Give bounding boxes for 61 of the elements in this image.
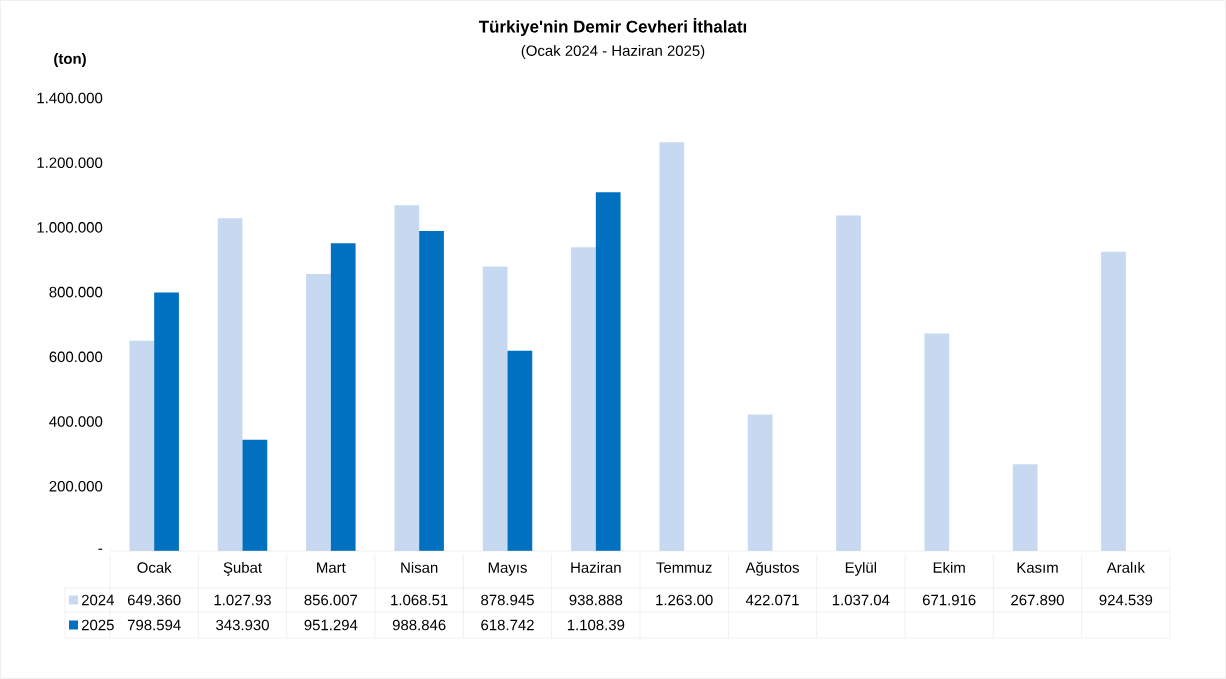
y-tick-label: - [98,548,103,550]
data-label: 649.360 [127,594,181,606]
y-tick-label: 1.400.000 [37,92,103,104]
legend-label: 2024 [81,594,115,606]
x-tick-label: Ocak [137,561,172,573]
bar [571,247,596,551]
bar [394,205,420,551]
data-label: 856.007 [304,594,358,606]
data-label: 988.846 [392,619,446,631]
bar [659,142,685,551]
data-label: 1.027.93 [214,594,271,606]
bar [595,192,621,551]
bar [330,243,356,551]
legend-label: 2025 [81,619,114,631]
bar [1012,464,1038,551]
bar [747,414,773,551]
x-tick-label: Eylül [845,561,877,576]
chart-subtitle: (Ocak 2024 - Haziran 2025) [521,45,705,59]
x-tick-label: Ekim [933,561,965,573]
y-axis-title: (ton) [54,53,86,67]
bar [507,350,533,551]
data-label: 343.930 [216,619,269,631]
y-tick-label: 400.000 [49,416,103,427]
x-tick-label: Şubat [223,561,262,576]
data-label: 671.916 [922,594,976,606]
y-tick-label: 1.200.000 [37,157,103,168]
x-tick-label: Mayıs [488,562,527,576]
data-label: 1.037.04 [832,594,890,606]
x-tick-label: Aralık [1106,561,1145,573]
data-label: 798.594 [127,619,181,631]
data-label: 1.108.39 [567,619,625,631]
bar [419,231,444,551]
bar [836,215,861,551]
bar [129,340,155,551]
bar [306,274,331,551]
data-label: 878.945 [481,594,534,606]
bar [217,218,243,551]
y-tick-label: 800.000 [49,286,103,298]
data-label: 938.888 [569,594,623,606]
data-label: 951.294 [304,619,358,631]
bar [1101,251,1126,551]
x-tick-label: Mart [317,562,346,573]
data-label: 924.539 [1099,594,1153,606]
data-label: 422.071 [745,594,799,606]
bar [482,266,508,551]
data-label: 267.890 [1011,594,1064,606]
bar [154,292,179,551]
x-tick-label: Haziran [571,561,621,573]
data-label: 1.068.51 [391,594,448,606]
data-label: 618.742 [481,619,534,631]
x-tick-label: Temmuz [656,562,712,573]
x-tick-label: Ağustos [745,561,799,576]
x-tick-label: Kasım [1017,562,1058,573]
y-tick-label: 600.000 [49,351,103,363]
y-tick-label: 1.000.000 [37,222,103,233]
x-tick-label: Nisan [401,561,438,573]
data-label: 1.263.00 [656,594,713,606]
chart-title: Türkiye'nin Demir Cevheri İthalatı [478,17,747,36]
bar [242,439,268,551]
y-tick-label: 200.000 [49,480,103,492]
bar [924,333,950,551]
